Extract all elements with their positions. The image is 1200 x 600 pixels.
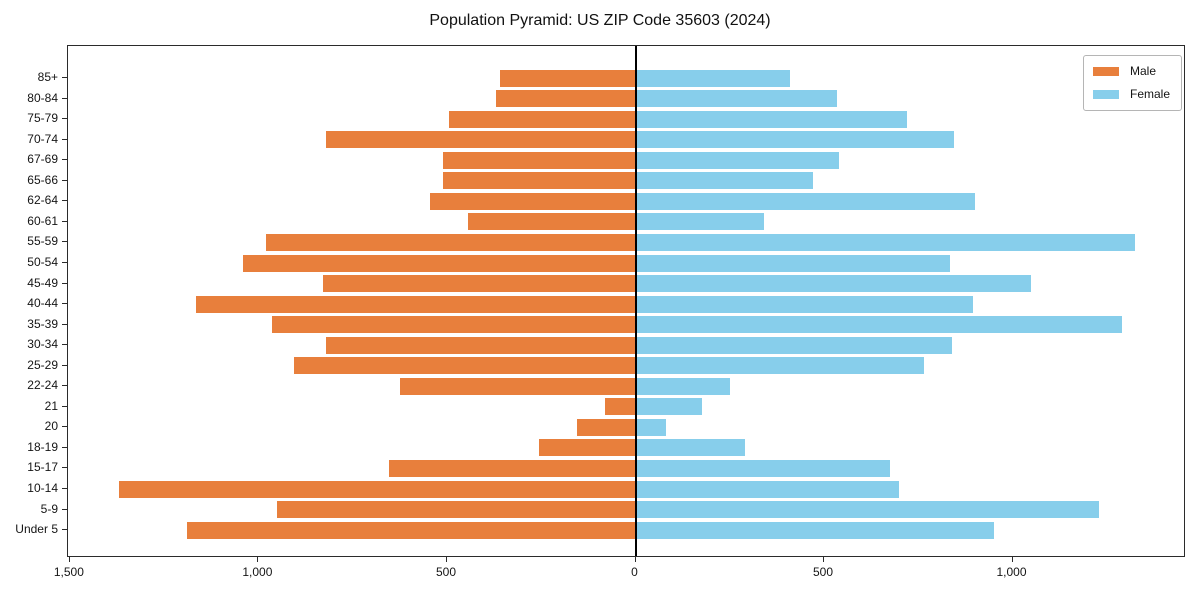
bar-male-65-66 — [443, 172, 636, 190]
y-axis-label-40-44: 40-44 — [27, 296, 58, 311]
y-axis-label-25-29: 25-29 — [27, 357, 58, 372]
bar-male-60-61 — [467, 213, 636, 231]
bar-female-18-19 — [635, 439, 745, 457]
bar-male-15-17 — [388, 459, 636, 477]
bar-female-15-17 — [635, 459, 890, 477]
bar-female-80-84 — [635, 90, 838, 107]
plot-area — [67, 45, 1185, 557]
y-axis-label-35-39: 35-39 — [27, 316, 58, 331]
bar-female-62-64 — [635, 192, 975, 210]
x-axis-label-1,000: 1,000 — [242, 565, 273, 579]
legend-entry-male: Male — [1092, 64, 1170, 78]
legend-swatch-male-icon — [1092, 66, 1119, 76]
y-axis-label-22-24: 22-24 — [27, 378, 58, 393]
x-axis-tick — [1011, 557, 1013, 562]
bar-female-45-49 — [635, 275, 1032, 292]
legend-swatch-female-icon — [1092, 89, 1119, 99]
x-axis-label-1,000: 1,000 — [996, 565, 1027, 579]
x-axis-tick — [257, 557, 259, 562]
y-axis-label-45-49: 45-49 — [27, 275, 58, 290]
y-axis-label-85+: 85+ — [37, 70, 58, 84]
bar-male-80-84 — [496, 90, 636, 107]
bar-female-22-24 — [635, 377, 730, 395]
bar-female-60-61 — [635, 213, 764, 231]
bar-female-20 — [635, 418, 666, 436]
y-axis-label-21: 21 — [44, 398, 58, 413]
bar-male-40-44 — [196, 295, 636, 313]
bar-male-22-24 — [399, 377, 636, 395]
bar-female-35-39 — [635, 316, 1122, 334]
legend-label-male: Male — [1129, 64, 1156, 78]
bar-male-67-69 — [443, 151, 636, 169]
bar-female-10-14 — [635, 480, 900, 498]
bar-male-85+ — [499, 69, 636, 87]
bar-male-62-64 — [430, 192, 636, 210]
y-axis-label-67-69: 67-69 — [27, 152, 58, 167]
x-axis-tick — [68, 557, 70, 562]
legend-label-female: Female — [1129, 87, 1170, 101]
y-axis-label-10-14: 10-14 — [27, 481, 58, 495]
bar-female-67-69 — [635, 151, 840, 169]
x-axis-label-500: 500 — [812, 565, 834, 579]
x-axis-tick — [823, 557, 824, 562]
bar-female-21 — [635, 398, 702, 416]
y-axis-label-70-74: 70-74 — [27, 131, 58, 146]
y-axis-label-5-9: 5-9 — [40, 501, 58, 516]
bar-male-35-39 — [271, 316, 636, 334]
bar-male-50-54 — [243, 254, 636, 272]
y-axis-label-Under 5: Under 5 — [15, 522, 58, 537]
y-axis-label-15-17: 15-17 — [27, 460, 58, 475]
bar-female-30-34 — [635, 336, 953, 354]
bar-male-25-29 — [294, 357, 636, 375]
y-axis-label-60-61: 60-61 — [27, 213, 58, 228]
bar-male-21 — [605, 398, 636, 416]
bar-male-45-49 — [322, 275, 636, 292]
bar-male-70-74 — [326, 131, 636, 149]
legend-entry-female: Female — [1092, 87, 1170, 101]
y-axis-label-55-59: 55-59 — [27, 234, 58, 249]
y-axis-label-80-84: 80-84 — [27, 90, 58, 105]
bar-female-70-74 — [635, 131, 955, 149]
bar-male-Under 5 — [186, 521, 636, 539]
y-axis-label-65-66: 65-66 — [27, 172, 58, 187]
bar-female-55-59 — [635, 233, 1136, 251]
bar-male-18-19 — [539, 439, 636, 457]
bar-female-Under 5 — [635, 521, 994, 539]
chart-title: Population Pyramid: US ZIP Code 35603 (2… — [429, 12, 771, 29]
bar-female-85+ — [635, 69, 791, 87]
bar-female-25-29 — [635, 357, 924, 375]
x-axis-label-0: 0 — [631, 565, 638, 579]
x-axis-label-500: 500 — [435, 565, 457, 579]
bar-male-20 — [577, 418, 636, 436]
y-axis-label-18-19: 18-19 — [27, 439, 58, 454]
y-axis-label-30-34: 30-34 — [27, 337, 58, 352]
bar-male-5-9 — [277, 501, 636, 519]
y-axis-label-20: 20 — [44, 419, 58, 434]
bar-female-40-44 — [635, 295, 973, 313]
bar-male-30-34 — [326, 336, 636, 354]
bar-female-5-9 — [635, 501, 1100, 519]
x-axis-tick — [634, 557, 636, 562]
y-axis-label-62-64: 62-64 — [27, 193, 58, 208]
bar-female-50-54 — [635, 254, 951, 272]
bar-male-75-79 — [448, 110, 636, 128]
zero-axis-line — [634, 46, 637, 556]
bar-female-75-79 — [635, 110, 907, 128]
bar-male-10-14 — [118, 480, 636, 498]
bar-male-55-59 — [266, 233, 636, 251]
legend: Male Female — [1082, 55, 1182, 111]
x-axis-label-1,500: 1,500 — [53, 565, 84, 579]
y-axis-label-50-54: 50-54 — [27, 255, 58, 269]
y-axis-label-75-79: 75-79 — [27, 111, 58, 126]
x-axis-tick — [446, 557, 447, 562]
bar-female-65-66 — [635, 172, 813, 190]
